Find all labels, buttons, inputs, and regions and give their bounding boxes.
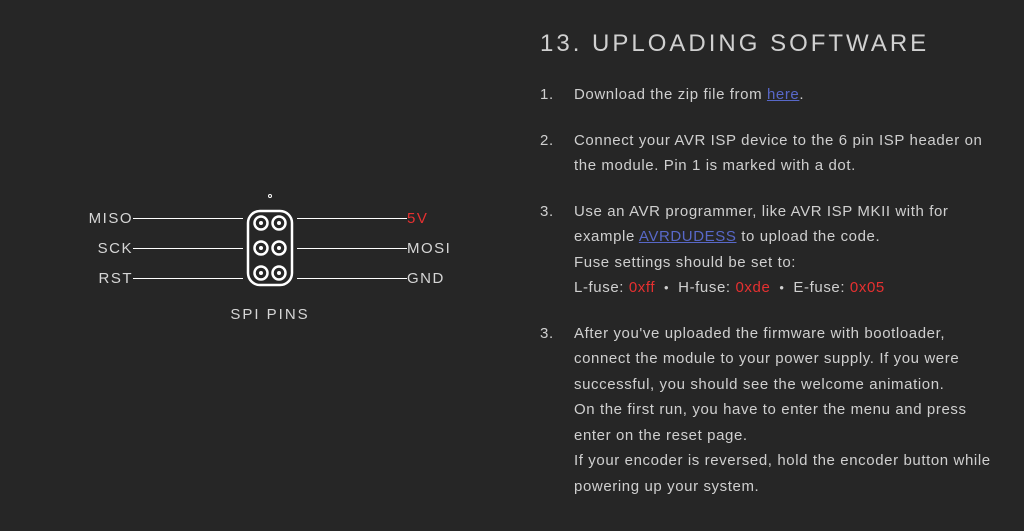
step-text: If your encoder is reversed, hold the en… <box>574 452 991 495</box>
wire-icon <box>297 248 407 249</box>
step-number: 2. <box>540 128 574 179</box>
pin-label-sck: SCK <box>87 240 133 257</box>
step-3: 3. Use an AVR programmer, like AVR ISP M… <box>540 199 994 301</box>
diagram-caption: SPI PINS <box>87 306 453 323</box>
connector-svg-icon <box>245 208 295 288</box>
step-text: to upload the code. <box>737 228 881 245</box>
step-number: 3. <box>540 199 574 301</box>
pin-row: GND <box>297 268 453 288</box>
spi-diagram: MISO SCK RST <box>87 208 453 323</box>
lfuse-value: 0xff <box>629 279 655 296</box>
pin-label-gnd: GND <box>407 270 453 287</box>
bullet-icon: ● <box>775 283 788 292</box>
bullet-icon: ● <box>660 283 673 292</box>
step-text: After you've uploaded the firmware with … <box>574 325 959 393</box>
pin-row: MOSI <box>297 238 453 258</box>
step-4: 3. After you've uploaded the firmware wi… <box>540 321 994 500</box>
efuse-label: E-fuse: <box>793 279 850 296</box>
left-pin-labels: MISO SCK RST <box>87 208 243 288</box>
step-number: 3. <box>540 321 574 500</box>
isp-connector-icon <box>245 208 295 288</box>
wire-icon <box>133 248 243 249</box>
efuse-value: 0x05 <box>850 279 885 296</box>
step-1: 1. Download the zip file from here. <box>540 82 994 108</box>
wire-icon <box>297 278 407 279</box>
step-2: 2. Connect your AVR ISP device to the 6 … <box>540 128 994 179</box>
download-link[interactable]: here <box>767 86 799 103</box>
step-text: . <box>799 86 804 103</box>
diagram-panel: MISO SCK RST <box>0 0 540 531</box>
step-body: Connect your AVR ISP device to the 6 pin… <box>574 128 994 179</box>
pin-label-miso: MISO <box>87 210 133 227</box>
page: MISO SCK RST <box>0 0 1024 531</box>
step-body: After you've uploaded the firmware with … <box>574 321 994 500</box>
instructions-panel: 13. UPLOADING SOFTWARE 1. Download the z… <box>540 0 1024 531</box>
spi-connector-diagram: MISO SCK RST <box>87 208 453 288</box>
pin-label-mosi: MOSI <box>407 240 453 257</box>
pin-row: 5V <box>297 208 453 228</box>
pin1-dot-icon <box>268 194 272 198</box>
wire-icon <box>133 218 243 219</box>
step-body: Use an AVR programmer, like AVR ISP MKII… <box>574 199 994 301</box>
section-heading: 13. UPLOADING SOFTWARE <box>540 30 994 58</box>
step-body: Download the zip file from here. <box>574 82 994 108</box>
wire-icon <box>297 218 407 219</box>
step-text: Download the zip file from <box>574 86 767 103</box>
lfuse-label: L-fuse: <box>574 279 629 296</box>
avrdudess-link[interactable]: AVRDUDESS <box>639 228 737 245</box>
hfuse-value: 0xde <box>735 279 770 296</box>
fuse-intro: Fuse settings should be set to: <box>574 254 796 271</box>
pin-label-5v: 5V <box>407 210 453 227</box>
pin-row: SCK <box>87 238 243 258</box>
pin-row: MISO <box>87 208 243 228</box>
steps-list: 1. Download the zip file from here. 2. C… <box>540 82 994 499</box>
pin-label-rst: RST <box>87 270 133 287</box>
pin-row: RST <box>87 268 243 288</box>
step-number: 1. <box>540 82 574 108</box>
hfuse-label: H-fuse: <box>678 279 735 296</box>
wire-icon <box>133 278 243 279</box>
right-pin-labels: 5V MOSI GND <box>297 208 453 288</box>
step-text: On the first run, you have to enter the … <box>574 401 967 444</box>
